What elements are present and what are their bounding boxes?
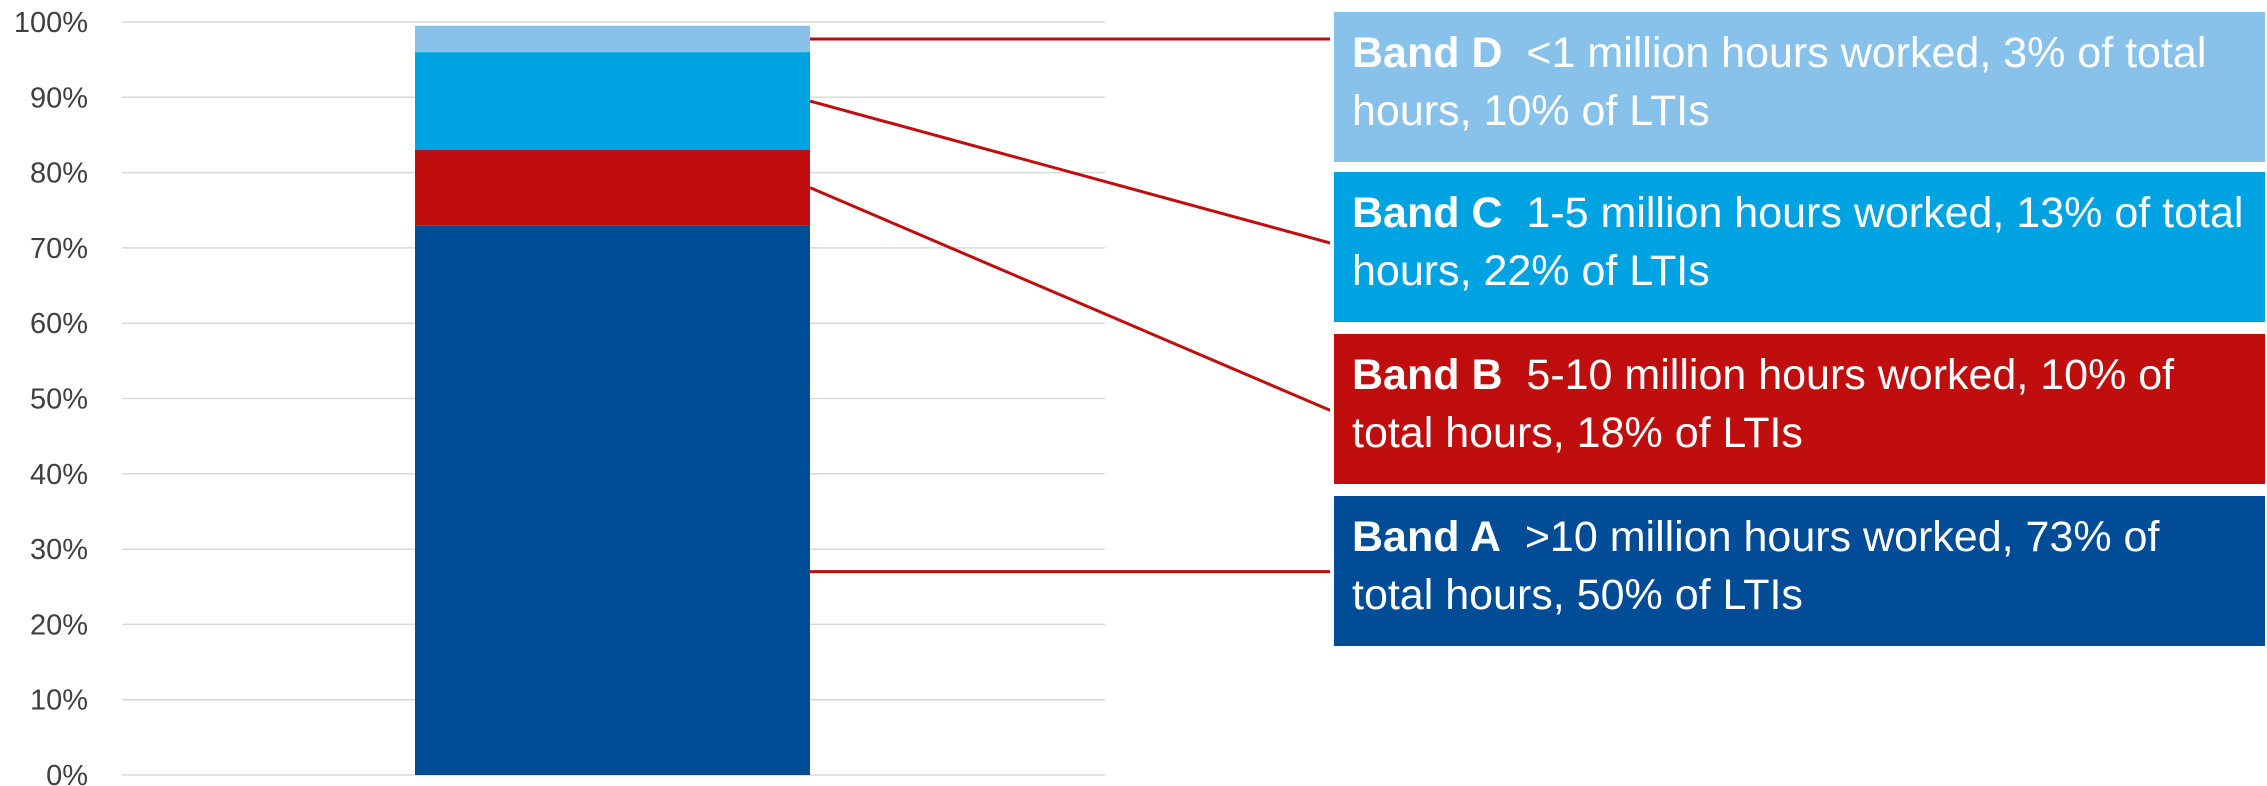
y-tick-label: 80%: [30, 158, 88, 190]
y-tick-label: 50%: [30, 384, 88, 416]
y-tick-label: 30%: [30, 534, 88, 566]
y-tick-label: 40%: [30, 459, 88, 491]
y-tick-label: 90%: [30, 82, 88, 114]
legend-band-c-text: 1-5 million hours worked, 13% of total h…: [1352, 189, 2244, 295]
connector-band-b: [809, 186, 1330, 412]
legend-band-b: Band B 5-10 million hours worked, 10% of…: [1334, 334, 2265, 484]
y-tick-label: 10%: [30, 685, 88, 717]
stacked-bar: [415, 25, 810, 775]
y-axis-ticks: 0% 10% 20% 30% 40% 50% 60% 70% 80% 90% 100%: [14, 7, 88, 786]
bar-segment-band-b: [415, 150, 810, 226]
y-tick-label: 0%: [46, 760, 88, 786]
bar-segment-band-a: [415, 225, 810, 775]
legend-band-d: Band D <1 million hours worked, 3% of to…: [1334, 12, 2265, 162]
y-tick-label: 60%: [30, 308, 88, 340]
y-tick-label: 70%: [30, 233, 88, 265]
legend-band-c-title: Band C: [1352, 189, 1503, 237]
y-tick-label: 100%: [14, 7, 88, 39]
stacked-bar-chart: 0% 10% 20% 30% 40% 50% 60% 70% 80% 90% 100%: [14, 7, 1330, 786]
legend-band-b-text: 5-10 million hours worked, 10% of total …: [1352, 351, 2175, 457]
bar-segment-band-d: [415, 25, 810, 53]
bar-segment-band-c: [415, 52, 810, 151]
connector-band-c: [809, 99, 1330, 245]
y-tick-label: 20%: [30, 609, 88, 641]
legend-band-a-title: Band A: [1352, 513, 1501, 561]
legend-band-a: Band A >10 million hours worked, 73% of …: [1334, 496, 2265, 646]
legend-band-c: Band C 1-5 million hours worked, 13% of …: [1334, 172, 2265, 322]
legend-band-a-text: >10 million hours worked, 73% of total h…: [1352, 513, 2160, 619]
legend-band-d-title: Band D: [1352, 29, 1503, 77]
legend-band-d-text: <1 million hours worked, 3% of total hou…: [1352, 29, 2207, 135]
connector-lines: [809, 37, 1330, 574]
legend-band-b-title: Band B: [1352, 351, 1503, 399]
